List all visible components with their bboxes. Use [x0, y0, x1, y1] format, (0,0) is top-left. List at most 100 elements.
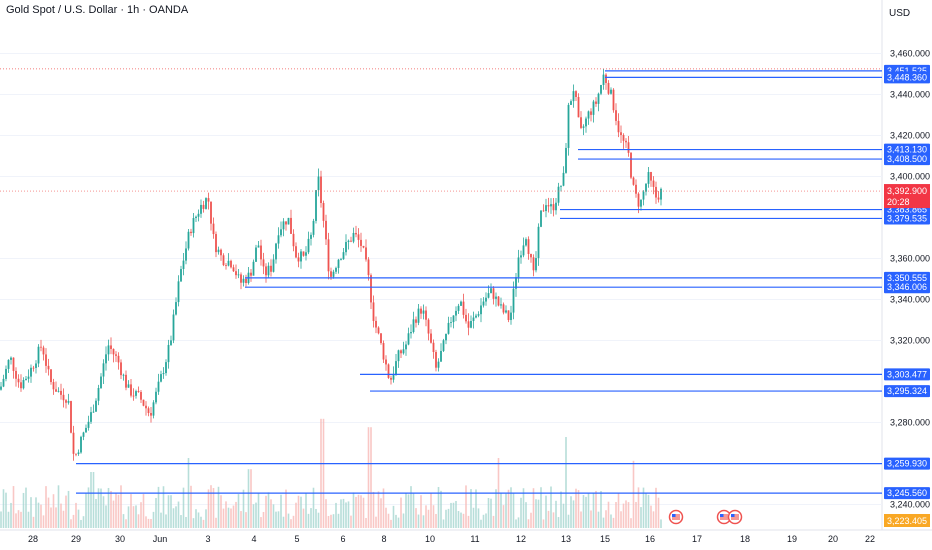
- candle-body: [572, 91, 575, 102]
- volume-bar: [202, 519, 205, 528]
- volume-bar: [322, 418, 325, 528]
- candle-body: [152, 402, 155, 416]
- volume-bar: [580, 511, 582, 528]
- volume-bar: [280, 494, 282, 528]
- volume-bar: [197, 512, 200, 528]
- candle-body: [75, 453, 77, 455]
- volume-bar: [352, 492, 355, 528]
- candle-body: [80, 436, 82, 453]
- volume-bar: [332, 514, 335, 528]
- currency-label[interactable]: USD: [889, 8, 911, 19]
- volume-bar: [547, 510, 550, 528]
- candle-body: [40, 346, 42, 348]
- volume-bar: [640, 507, 642, 528]
- time-axis[interactable]: 28 29 30 Jun 3 4 5 6 8 10 11 12 13 15 16 17 18 19 20 22: [28, 534, 875, 544]
- volume-bar: [27, 511, 30, 528]
- volume-bar: [317, 512, 320, 528]
- volume-bar: [147, 518, 150, 528]
- volume-bar: [625, 500, 627, 528]
- level-tag-label: 3,259.930: [887, 459, 927, 469]
- candle-body: [412, 319, 415, 332]
- candle-body: [120, 362, 122, 376]
- candle-body: [65, 400, 67, 403]
- candle-body: [332, 271, 335, 277]
- candle-body: [107, 345, 110, 355]
- candle-body: [312, 220, 315, 235]
- volume-bar: [142, 494, 145, 528]
- candle-body: [620, 132, 622, 136]
- volume-bar: [475, 489, 477, 528]
- candle-body: [125, 374, 127, 388]
- volume-bar: [37, 502, 40, 528]
- volume-bar: [75, 502, 77, 528]
- volume-bar: [175, 506, 177, 528]
- candle-body: [607, 82, 610, 94]
- volume-bar: [350, 515, 352, 528]
- y-tick-label: 3,320.000: [890, 336, 930, 346]
- volume-bar: [515, 519, 517, 528]
- candle-body: [130, 384, 132, 396]
- volume-bar: [402, 513, 405, 528]
- candle-body: [340, 259, 342, 260]
- candle-body: [317, 176, 320, 191]
- volume-bar: [652, 511, 655, 528]
- candle-body: [272, 259, 275, 272]
- volume-bar: [262, 511, 265, 528]
- candle-body: [465, 314, 467, 322]
- candle-body: [527, 239, 530, 255]
- candle-body: [127, 384, 130, 388]
- candle-body: [567, 104, 570, 148]
- candle-body: [310, 234, 312, 239]
- candle-body: [495, 296, 497, 299]
- volume-bar: [410, 486, 412, 528]
- volume-bar: [387, 513, 390, 528]
- volume-bar: [230, 508, 232, 528]
- last-value-label: 3,223.405: [887, 516, 927, 526]
- volume-bar: [585, 496, 587, 528]
- candle-body: [507, 310, 510, 321]
- volume-bar: [135, 505, 137, 528]
- candle-body: [37, 346, 40, 364]
- candle-body: [550, 204, 552, 207]
- price-axis[interactable]: 3,460.000 3,440.000 3,420.000 3,400.000 3,36…: [890, 49, 930, 510]
- candle-body: [630, 152, 632, 178]
- volume-bar: [85, 493, 87, 528]
- level-tag-label: 3,448.360: [887, 72, 927, 82]
- candle-body: [382, 343, 385, 360]
- volume-bar: [655, 487, 657, 528]
- candle-body: [537, 226, 540, 259]
- candle-body: [245, 278, 247, 284]
- candle-body: [197, 213, 200, 217]
- candle-body: [467, 321, 470, 328]
- y-tick-label: 3,360.000: [890, 254, 930, 264]
- volume-bar: [627, 502, 630, 528]
- volume-bar: [180, 515, 182, 528]
- level-tag-label: 3,451.525: [887, 66, 927, 76]
- volume-bar: [35, 497, 37, 528]
- candle-body: [637, 193, 640, 207]
- candle-body: [570, 101, 572, 105]
- candle-body: [370, 275, 372, 303]
- level-tag-label: 3,303.477: [887, 369, 927, 379]
- candle-body: [47, 365, 50, 370]
- candle-body: [327, 239, 330, 272]
- candle-body: [520, 255, 522, 258]
- volume-bar: [115, 492, 117, 528]
- candle-body: [357, 234, 360, 240]
- volume-bar: [227, 507, 230, 528]
- volume-bar: [22, 492, 25, 528]
- volume-bar: [440, 490, 442, 528]
- level-tag: [884, 271, 930, 284]
- volume-bar: [512, 493, 515, 528]
- candle-body: [345, 242, 347, 253]
- candle-body: [240, 274, 242, 283]
- volume-bar: [260, 517, 262, 528]
- candle-body: [352, 232, 355, 242]
- volume-bar: [235, 501, 237, 528]
- volume-bar: [57, 485, 60, 528]
- volume-bar: [507, 489, 510, 528]
- candle-body: [140, 392, 142, 400]
- candle-body: [15, 370, 17, 379]
